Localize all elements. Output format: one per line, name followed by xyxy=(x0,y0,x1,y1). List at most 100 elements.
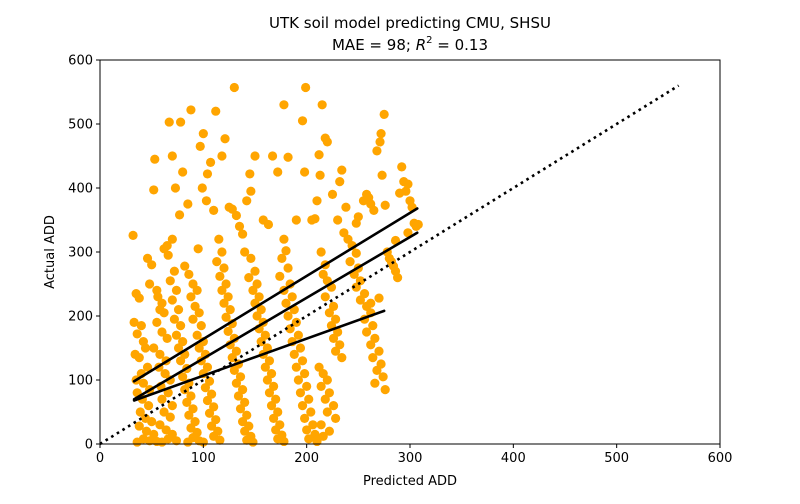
data-point xyxy=(135,407,145,417)
data-point xyxy=(246,186,256,196)
x-tick-label: 0 xyxy=(96,451,104,466)
x-tick-label: 500 xyxy=(604,451,629,466)
data-point xyxy=(310,214,320,224)
data-point xyxy=(244,273,254,283)
data-point xyxy=(378,372,388,382)
data-point xyxy=(178,372,188,382)
data-point xyxy=(142,362,153,372)
data-point xyxy=(316,381,326,391)
data-point xyxy=(134,421,144,431)
data-point xyxy=(275,271,285,281)
data-point xyxy=(293,330,303,340)
data-point xyxy=(217,151,227,161)
data-point xyxy=(176,321,186,331)
data-point xyxy=(370,378,380,388)
data-point xyxy=(164,117,174,127)
y-tick-label: 400 xyxy=(68,182,93,197)
data-point xyxy=(194,343,204,353)
data-point xyxy=(295,388,306,398)
title-mae-text: MAE = 98; xyxy=(332,36,416,54)
data-point xyxy=(219,298,229,308)
data-point xyxy=(223,326,233,336)
y-axis-label: Actual ADD xyxy=(43,215,58,289)
data-point xyxy=(331,413,341,423)
data-point xyxy=(403,179,413,189)
data-point xyxy=(324,426,334,436)
data-point xyxy=(178,167,188,177)
data-point xyxy=(235,404,246,414)
data-point xyxy=(231,378,241,388)
data-point xyxy=(248,437,258,447)
data-point xyxy=(197,183,207,193)
data-point xyxy=(192,330,202,340)
data-point xyxy=(375,137,385,147)
x-tick-label: 400 xyxy=(501,451,526,466)
data-point xyxy=(173,305,184,315)
data-point xyxy=(220,134,230,144)
data-point xyxy=(195,141,205,151)
data-point xyxy=(308,420,318,430)
data-point xyxy=(167,295,177,305)
data-point xyxy=(240,426,250,436)
data-point xyxy=(300,413,310,423)
data-point xyxy=(169,314,179,324)
data-point xyxy=(291,317,301,327)
regression-line xyxy=(132,231,419,401)
data-point xyxy=(215,271,225,281)
data-point xyxy=(337,353,347,363)
data-point xyxy=(301,82,311,93)
data-point xyxy=(403,228,413,238)
data-point xyxy=(167,234,177,244)
data-point xyxy=(145,436,155,446)
data-point xyxy=(300,167,310,177)
data-point xyxy=(196,321,206,331)
data-point xyxy=(372,146,382,156)
data-point xyxy=(192,285,202,295)
data-point xyxy=(134,353,144,363)
data-point xyxy=(165,276,175,286)
data-point xyxy=(186,105,196,115)
data-point xyxy=(238,229,248,239)
x-axis: 0 100 200 300 400 500 600 xyxy=(96,444,732,466)
data-point xyxy=(233,391,244,401)
y-tick-label: 600 xyxy=(68,54,93,69)
data-point xyxy=(322,407,332,417)
x-tick-label: 100 xyxy=(191,451,216,466)
data-point xyxy=(171,436,182,446)
data-point xyxy=(132,437,142,447)
data-point xyxy=(269,413,279,423)
data-point xyxy=(240,247,250,257)
data-point xyxy=(155,349,165,359)
y-tick-label: 0 xyxy=(85,438,93,453)
data-point xyxy=(397,162,407,172)
data-point xyxy=(252,311,262,321)
data-point xyxy=(145,279,155,289)
data-point xyxy=(180,385,190,395)
data-point xyxy=(345,257,355,267)
data-point xyxy=(229,365,239,375)
data-point xyxy=(169,266,179,276)
data-point xyxy=(302,425,312,435)
data-point xyxy=(306,407,316,417)
data-point xyxy=(297,116,308,126)
data-point xyxy=(328,333,339,343)
data-point xyxy=(317,100,327,110)
chart-title-line1: UTK soil model predicting CMU, SHSU xyxy=(269,14,551,32)
data-point xyxy=(157,394,167,404)
data-point xyxy=(279,436,289,447)
data-point xyxy=(250,266,260,276)
data-point xyxy=(333,215,343,225)
data-point xyxy=(207,421,217,431)
data-point xyxy=(312,435,322,445)
data-point xyxy=(180,261,190,271)
data-point xyxy=(182,397,192,407)
data-point xyxy=(314,150,324,160)
data-point xyxy=(171,330,182,340)
identity-line xyxy=(99,84,680,446)
data-point xyxy=(225,305,235,315)
data-point xyxy=(297,401,308,411)
data-point xyxy=(322,375,332,385)
data-point xyxy=(159,308,169,318)
y-tick-label: 100 xyxy=(68,374,93,389)
